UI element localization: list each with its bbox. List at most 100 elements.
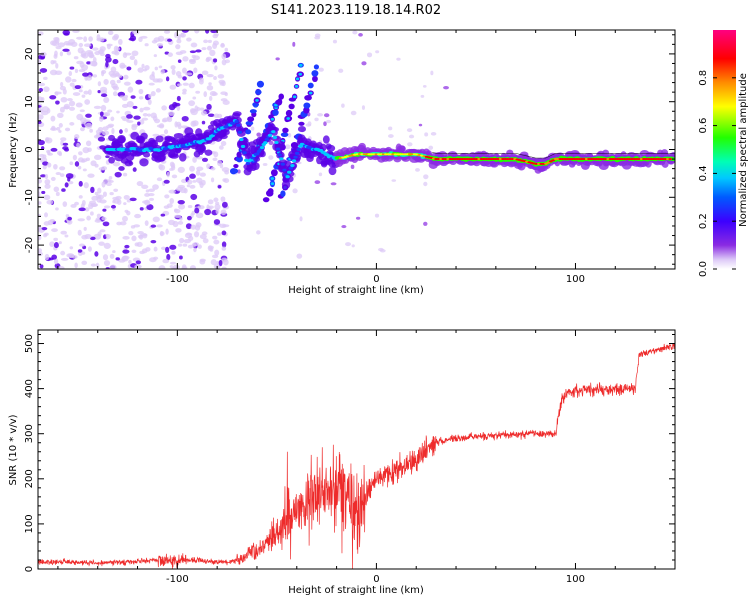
spectrogram-ridge-core: [294, 151, 300, 155]
spectrogram-noise: [210, 177, 215, 183]
spectrogram-noise: [94, 191, 99, 196]
spectrogram-noise: [76, 60, 84, 65]
spectrogram-noise: [161, 119, 167, 123]
spectrogram-noise: [206, 73, 214, 78]
spectrogram-noise: [317, 113, 324, 117]
spectrogram-noise: [90, 54, 95, 58]
spectrogram-noise: [167, 111, 175, 116]
snr-y-tick-label: 400: [24, 379, 35, 398]
spectrogram-ridge-halo: [204, 149, 213, 156]
snr-panel: -100 0 100 0 100 200 300 400 500 Height of strai…: [8, 329, 676, 596]
spectrogram-noise: [38, 185, 42, 191]
spectrogram-noise: [119, 95, 125, 99]
spectrogram-ridge-core: [293, 155, 298, 159]
spectrogram-noise: [58, 129, 62, 133]
spectrogram-noise: [90, 211, 94, 216]
spectrogram-noise: [55, 100, 60, 105]
spectrogram-noise: [65, 76, 72, 83]
spectrogram-noise: [97, 49, 105, 54]
spectrogram-noise: [160, 69, 165, 75]
spectrogram-noise: [262, 162, 268, 167]
spectrogram-noise: [167, 52, 173, 57]
spectrogram-streak-blob: [311, 70, 319, 77]
spectrogram-noise: [43, 86, 50, 93]
spectrogram-ridge-halo: [142, 151, 151, 158]
spectrogram-noise: [46, 108, 51, 114]
spectrogram-noise: [138, 96, 144, 100]
spectrogram-noise: [341, 225, 347, 229]
spectrogram-noise: [122, 172, 128, 177]
spectrogram-noise: [199, 182, 204, 189]
spectrogram-noise: [116, 221, 122, 226]
spectrogram-streak-blob: [255, 89, 262, 95]
spectrogram-ridge-core: [277, 153, 282, 157]
spectrogram-noise: [210, 30, 218, 34]
spectrogram-noise: [209, 247, 214, 252]
spectrogram-noise: [136, 180, 144, 187]
spectrogram-noise: [314, 36, 321, 40]
spectrogram-noise: [221, 53, 227, 60]
spectrogram-ridge-core: [240, 144, 246, 148]
spectrogram-noise: [199, 172, 206, 177]
spectrogram-noise: [217, 184, 222, 189]
spectrogram-noise: [201, 231, 208, 236]
spectrogram-streak-blob: [276, 98, 283, 106]
spectrogram-noise: [420, 94, 425, 98]
spectrogram-noise: [77, 249, 83, 253]
spectrogram-noise: [110, 204, 117, 209]
spectrogram-noise: [57, 266, 65, 269]
spectrogram-noise: [112, 199, 116, 204]
spectrogram-x-tick-label: -100: [166, 274, 189, 285]
spectrogram-streak-blob: [247, 116, 255, 122]
spectrogram-noise: [323, 113, 330, 118]
spectrogram-noise: [415, 168, 420, 172]
spectrogram-noise: [168, 189, 176, 194]
spectrogram-streak-core: [270, 182, 275, 186]
spectrogram-noise: [91, 47, 99, 51]
spectrogram-streak-blob: [312, 75, 318, 83]
colorbar-tick-label: 0.0: [698, 261, 709, 277]
spectrogram-noise: [169, 198, 175, 205]
spectrogram-noise: [97, 194, 104, 200]
spectrogram-noise: [188, 82, 195, 89]
spectrogram-noise: [424, 132, 429, 137]
spectrogram-noise: [182, 243, 188, 247]
spectrogram-noise: [97, 187, 102, 194]
spectrogram-noise: [137, 67, 144, 73]
spectrogram-noise: [103, 178, 108, 185]
spectrogram-noise: [178, 203, 186, 210]
spectrogram-ridge-halo: [179, 153, 187, 162]
spectrogram-noise: [192, 96, 197, 100]
spectrogram-noise: [186, 184, 190, 188]
spectrogram-noise: [220, 196, 226, 202]
spectrogram-noise: [68, 180, 74, 185]
spectrogram-noise: [139, 207, 144, 211]
spectrogram-noise: [141, 117, 149, 121]
spectrogram-noise: [358, 33, 363, 37]
spectrogram-noise: [174, 121, 178, 128]
spectrogram-noise: [39, 153, 45, 158]
spectrogram-ridge-line: [432, 152, 675, 159]
spectrogram-noise: [97, 136, 106, 142]
spectrogram-noise: [122, 97, 128, 101]
spectrogram-noise: [69, 66, 75, 70]
spectrogram-noise: [374, 213, 380, 218]
spectrogram-noise: [220, 98, 228, 102]
spectrogram-noise: [207, 199, 214, 205]
spectrogram-noise: [100, 93, 108, 98]
spectrogram-streak-blob: [233, 163, 239, 169]
spectrogram-noise: [56, 112, 64, 118]
spectrogram-noise: [81, 52, 89, 59]
spectrogram-noise: [96, 132, 101, 136]
spectrogram-streak-core: [255, 98, 259, 102]
spectrogram-ridge-core: [287, 170, 292, 174]
spectrogram-ridge-halo: [399, 145, 406, 152]
spectrogram-noise: [388, 126, 393, 131]
spectrogram-noise: [221, 167, 230, 173]
snr-content: [38, 343, 675, 569]
spectrogram-noise: [138, 88, 144, 95]
spectrogram-y-tick-label: 20: [24, 48, 35, 61]
spectrogram-noise: [140, 233, 148, 237]
spectrogram-noise: [212, 33, 219, 39]
